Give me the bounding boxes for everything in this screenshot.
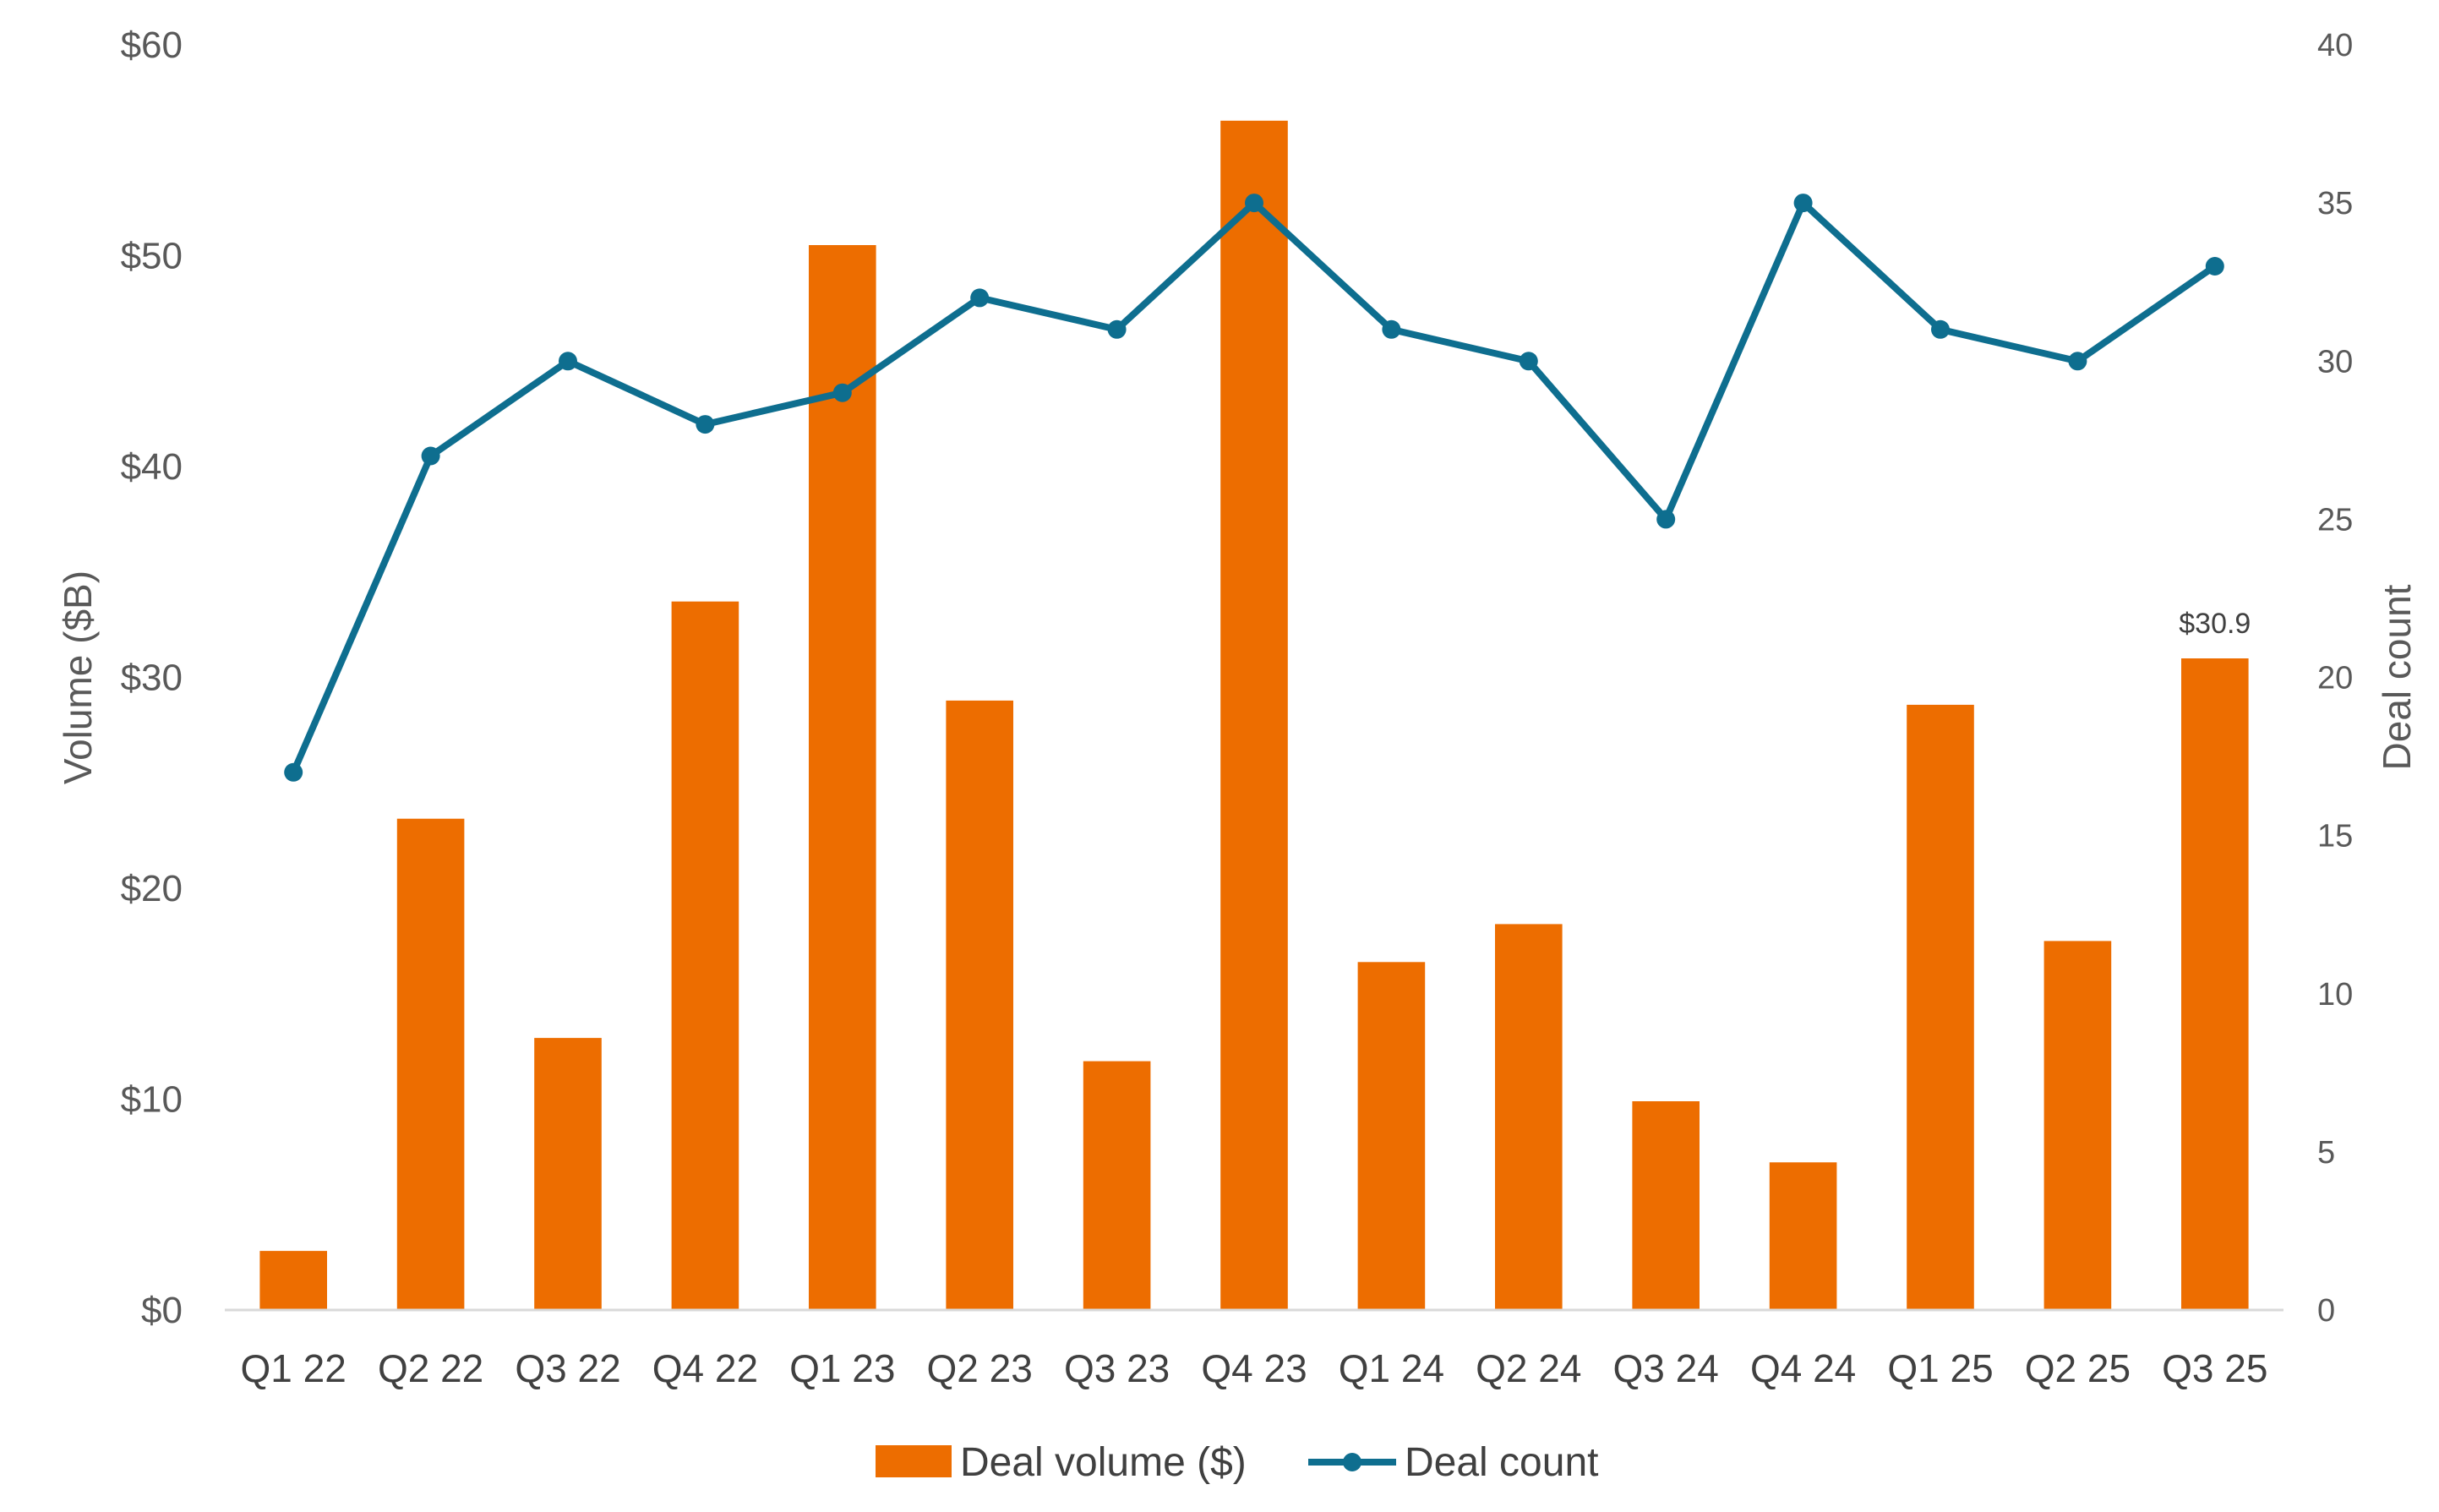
y-tick-left: $60 <box>121 25 183 66</box>
x-tick: Q1 23 <box>789 1346 895 1390</box>
marker-q3-23 <box>1107 319 1127 339</box>
y-axis-title-right: Deal count <box>2375 584 2419 770</box>
bar-q1-22 <box>259 1251 327 1310</box>
bar-q1-23 <box>809 245 876 1310</box>
x-tick: Q3 22 <box>515 1346 620 1390</box>
y-tick-left: $0 <box>141 1290 183 1331</box>
marker-q3-22 <box>559 352 577 371</box>
y-axis-title-left: Volume ($B) <box>56 570 100 784</box>
marker-q2-23 <box>970 288 990 308</box>
y-tick-left: $30 <box>121 658 183 699</box>
y-tick-right: 40 <box>2317 28 2353 63</box>
x-tick: Q1 22 <box>241 1346 346 1390</box>
x-tick: Q3 24 <box>1613 1346 1719 1390</box>
y-tick-right: 25 <box>2317 502 2353 538</box>
x-tick: Q1 25 <box>1887 1346 1993 1390</box>
bar-q3-24 <box>1632 1101 1700 1310</box>
x-tick: Q2 23 <box>927 1346 1033 1390</box>
x-tick: Q4 22 <box>652 1346 758 1390</box>
y-tick-left: $40 <box>121 446 183 488</box>
bar-q4-23 <box>1220 120 1288 1310</box>
bar-series-deal-volume <box>259 120 2249 1310</box>
marker-q1-25 <box>1931 319 1950 339</box>
y-tick-right: 20 <box>2317 661 2353 696</box>
y-tick-right: 10 <box>2317 977 2353 1013</box>
marker-q4-23 <box>1245 194 1263 213</box>
bar-q4-22 <box>671 601 739 1310</box>
bar-q3-23 <box>1083 1061 1151 1310</box>
marker-q1-23 <box>832 383 852 402</box>
bar-q3-22 <box>534 1038 602 1310</box>
x-tick: Q3 23 <box>1064 1346 1170 1390</box>
data-labels: $30.9 <box>2179 608 2251 640</box>
y-tick-right: 5 <box>2317 1135 2335 1171</box>
x-tick: Q2 22 <box>378 1346 483 1390</box>
marker-q2-22 <box>421 446 440 466</box>
marker-q4-24 <box>1793 194 1813 213</box>
axes: $0 $10 $20 $30 $40 $50 $60 0 5 10 15 20 25 30 35 40 Q1 2… <box>56 25 2419 1390</box>
bar-q2-22 <box>396 818 465 1310</box>
x-tick: Q1 24 <box>1339 1346 1444 1390</box>
bar-q2-25 <box>2043 941 2112 1310</box>
y-tick-left: $20 <box>121 868 183 909</box>
y-tick-right: 35 <box>2317 186 2353 221</box>
y-tick-right: 30 <box>2317 344 2353 379</box>
x-tick: Q4 23 <box>1201 1346 1307 1390</box>
marker-q3-24 <box>1656 510 1676 529</box>
bar-q1-24 <box>1357 962 1426 1310</box>
legend-swatch-deal-volume <box>876 1445 952 1477</box>
marker-q4-22 <box>696 415 715 434</box>
y-tick-left: $50 <box>121 236 183 277</box>
marker-q1-22 <box>284 762 303 782</box>
legend-label-deal-volume: Deal volume ($) <box>960 1440 1247 1485</box>
marker-q2-24 <box>1519 352 1538 371</box>
y-tick-right: 15 <box>2317 819 2353 854</box>
bar-q2-24 <box>1495 924 1563 1310</box>
bar-q2-23 <box>946 700 1013 1310</box>
legend[interactable]: Deal volume ($) Deal count <box>876 1440 1598 1485</box>
bar-q4-24 <box>1769 1162 1837 1310</box>
x-tick: Q2 24 <box>1476 1346 1581 1390</box>
bar-q3-25 <box>2181 658 2249 1310</box>
marker-q3-25 <box>2205 257 2224 276</box>
x-tick: Q3 25 <box>2162 1346 2267 1390</box>
line-series-deal-count <box>284 194 2224 782</box>
x-tick: Q2 25 <box>2025 1346 2131 1390</box>
bar-q1-25 <box>1907 704 1974 1310</box>
x-tick: Q4 24 <box>1750 1346 1856 1390</box>
y-tick-left: $10 <box>121 1079 183 1121</box>
data-label: $30.9 <box>2179 608 2251 640</box>
legend-marker-deal-count <box>1343 1453 1361 1471</box>
y-tick-right: 0 <box>2317 1293 2335 1329</box>
legend-label-deal-count: Deal count <box>1405 1440 1598 1485</box>
marker-q2-25 <box>2068 352 2087 371</box>
marker-q1-24 <box>1382 319 1401 339</box>
